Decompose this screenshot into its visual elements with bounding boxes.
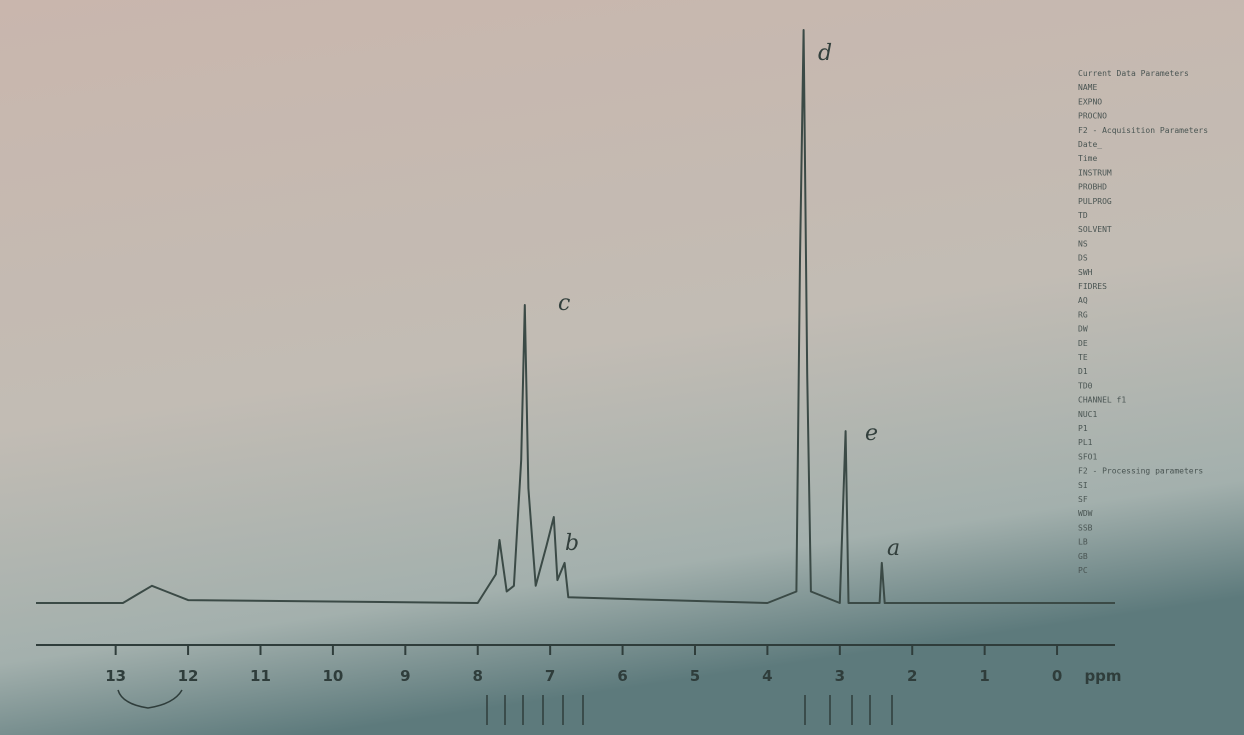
parameter-text: FIDRES	[1078, 282, 1107, 291]
parameter-text: F2 - Processing parameters	[1078, 467, 1203, 476]
peak-label: c	[558, 291, 570, 316]
parameter-text: SWH	[1078, 268, 1093, 277]
parameter-text: DE	[1078, 339, 1088, 348]
parameter-text: SFO1	[1078, 452, 1097, 461]
parameter-text: DS	[1078, 254, 1088, 263]
peak-label: e	[865, 421, 878, 446]
parameter-text: TD	[1078, 211, 1088, 220]
parameter-text: INSTRUM	[1078, 168, 1112, 177]
peak-label: a	[887, 536, 900, 561]
parameter-text: TD0	[1078, 381, 1093, 390]
chart: d c b e a 131211109876543210ppmCurrent D…	[0, 0, 1244, 735]
parameter-text: WDW	[1078, 509, 1093, 518]
x-tick-label: 1	[979, 667, 989, 685]
paper	[0, 0, 1244, 735]
x-axis-label: ppm	[1084, 667, 1121, 685]
parameter-text: PL1	[1078, 438, 1093, 447]
parameter-text: AQ	[1078, 296, 1088, 305]
x-tick-label: 0	[1052, 667, 1062, 685]
parameter-text: LB	[1078, 538, 1088, 547]
parameter-text: F2 - Acquisition Parameters	[1078, 126, 1208, 135]
parameter-text: Current Data Parameters	[1078, 69, 1189, 78]
parameter-text: NUC1	[1078, 410, 1097, 419]
parameter-text: DW	[1078, 325, 1088, 334]
parameter-text: CHANNEL f1	[1078, 396, 1126, 405]
parameter-text: Date_	[1078, 140, 1102, 149]
parameter-text: NAME	[1078, 83, 1097, 92]
x-tick-label: 5	[690, 667, 700, 685]
peak-label: b	[565, 531, 579, 556]
parameter-text: RG	[1078, 310, 1088, 319]
parameter-text: PROCNO	[1078, 112, 1107, 121]
parameter-text: TE	[1078, 353, 1088, 362]
page: d c b e a 131211109876543210ppmCurrent D…	[0, 0, 1244, 735]
parameter-text: SOLVENT	[1078, 225, 1112, 234]
x-tick-label: 8	[473, 667, 483, 685]
x-tick-label: 10	[322, 667, 343, 685]
parameter-text: SI	[1078, 481, 1088, 490]
x-tick-label: 7	[545, 667, 555, 685]
parameter-text: P1	[1078, 424, 1088, 433]
parameter-text: SSB	[1078, 523, 1093, 532]
parameter-text: PC	[1078, 566, 1088, 575]
parameter-text: GB	[1078, 552, 1088, 561]
parameter-text: NS	[1078, 239, 1088, 248]
x-tick-label: 6	[617, 667, 627, 685]
x-tick-label: 13	[105, 667, 126, 685]
parameter-text: PROBHD	[1078, 183, 1107, 192]
x-tick-label: 2	[907, 667, 917, 685]
parameter-text: EXPNO	[1078, 97, 1102, 106]
parameter-text: D1	[1078, 367, 1088, 376]
x-tick-label: 12	[178, 667, 199, 685]
peak-label: d	[818, 41, 832, 66]
x-tick-label: 9	[400, 667, 410, 685]
x-tick-label: 4	[762, 667, 772, 685]
x-tick-label: 3	[835, 667, 845, 685]
parameter-text: Time	[1078, 154, 1097, 163]
x-tick-label: 11	[250, 667, 271, 685]
parameter-text: PULPROG	[1078, 197, 1112, 206]
parameter-text: SF	[1078, 495, 1088, 504]
